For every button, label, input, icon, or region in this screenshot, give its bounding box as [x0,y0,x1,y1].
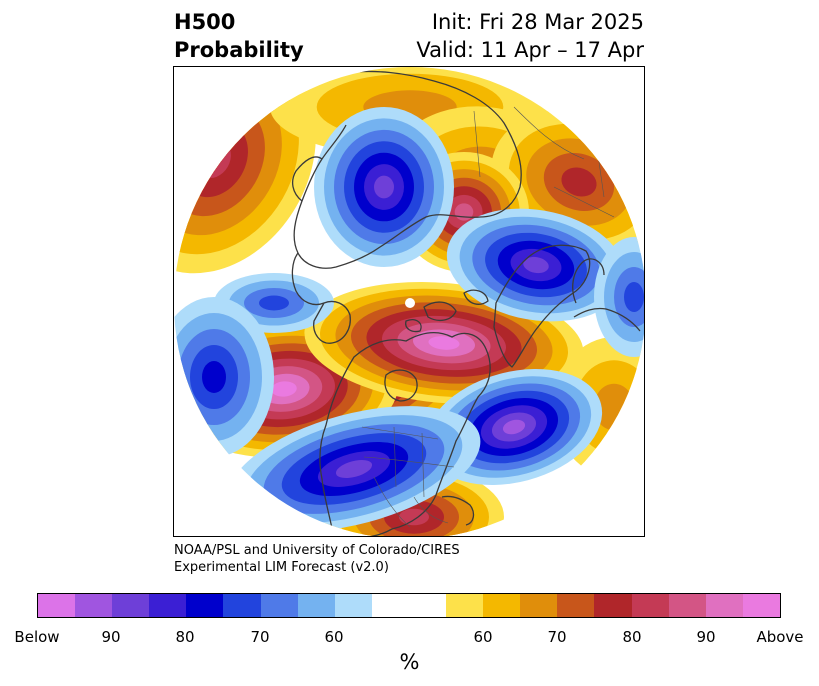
caribbean-coastline [441,495,475,526]
contour-level [259,295,289,311]
contour-level [428,336,460,350]
contour-level [502,419,526,435]
colorbar-segment [371,594,409,617]
cold-anomaly-north-central [314,107,454,267]
colorbar-segment [408,594,447,617]
tick-below: Below [14,628,60,646]
colorbar-segment [75,594,113,617]
colorbar-segment [446,594,484,617]
colorbar-segment [223,594,261,617]
contour-level [271,381,297,397]
colorbar-ticks: Below 90 80 70 60 60 70 80 90 Above [0,628,819,648]
colorbar-segment [38,594,76,617]
colorbar-segment [557,594,595,617]
colorbar-segment [297,594,335,617]
colorbar-segment [742,594,780,617]
contour-level [399,508,429,526]
colorbar-segment [668,594,706,617]
colorbar-segment [149,594,187,617]
hudson-bay-coastline [384,369,418,402]
contour-level [335,459,373,479]
polar-projection-map [174,67,644,536]
tick-below-80: 80 [175,628,195,646]
contour-level [624,282,644,312]
title-product: Probability [174,38,304,62]
contour-level [523,256,549,274]
country-borders [361,106,615,528]
tick-above: Above [756,628,804,646]
greenland-coastline [493,244,591,368]
tick-below-70: 70 [250,628,270,646]
contour-level [561,167,597,197]
title-variable: H500 [174,10,236,34]
tick-below-90: 90 [101,628,121,646]
tick-above-60: 60 [473,628,493,646]
tick-above-70: 70 [547,628,567,646]
colorbar-segment [260,594,298,617]
north-america-coastline [319,331,491,536]
map-title: H500 Probability [174,8,304,64]
contour-level [454,203,474,221]
probability-field [174,67,644,536]
colorbar-segment [520,594,558,617]
init-date: Init: Fri 28 Mar 2025 [431,10,644,34]
credit-line-2: Experimental LIM Forecast (v2.0) [174,560,389,575]
probability-map [173,66,645,537]
colorbar-segment [334,594,372,617]
colorbar-segment [705,594,743,617]
eurasia-coastline [253,70,522,269]
tick-below-60: 60 [324,628,344,646]
europe-coastline [572,258,641,332]
map-credit: NOAA/PSL and University of Colorado/CIRE… [174,542,460,576]
colorbar-segment [186,594,224,617]
tick-above-90: 90 [696,628,716,646]
contour-level [374,175,394,199]
north-pole-marker [405,298,415,308]
colorbar-unit: % [399,650,420,674]
contour-level [202,361,226,393]
tick-above-80: 80 [622,628,642,646]
arctic-islands-coastline [405,289,489,333]
forecast-dates: Init: Fri 28 Mar 2025 Valid: 11 Apr – 17… [416,8,644,64]
credit-line-1: NOAA/PSL and University of Colorado/CIRE… [174,543,460,558]
alaska-coastline [313,300,351,344]
cold-anomaly-east-edge [594,237,644,357]
valid-range: Valid: 11 Apr – 17 Apr [416,38,644,62]
colorbar-segment [483,594,521,617]
colorbar [37,593,781,618]
cold-anomaly-pacific [227,406,481,532]
colorbar-segment [631,594,669,617]
asia-east-coastline [291,156,325,306]
colorbar-segment [594,594,632,617]
cold-anomaly-europe [446,208,626,322]
colorbar-segment [112,594,150,617]
